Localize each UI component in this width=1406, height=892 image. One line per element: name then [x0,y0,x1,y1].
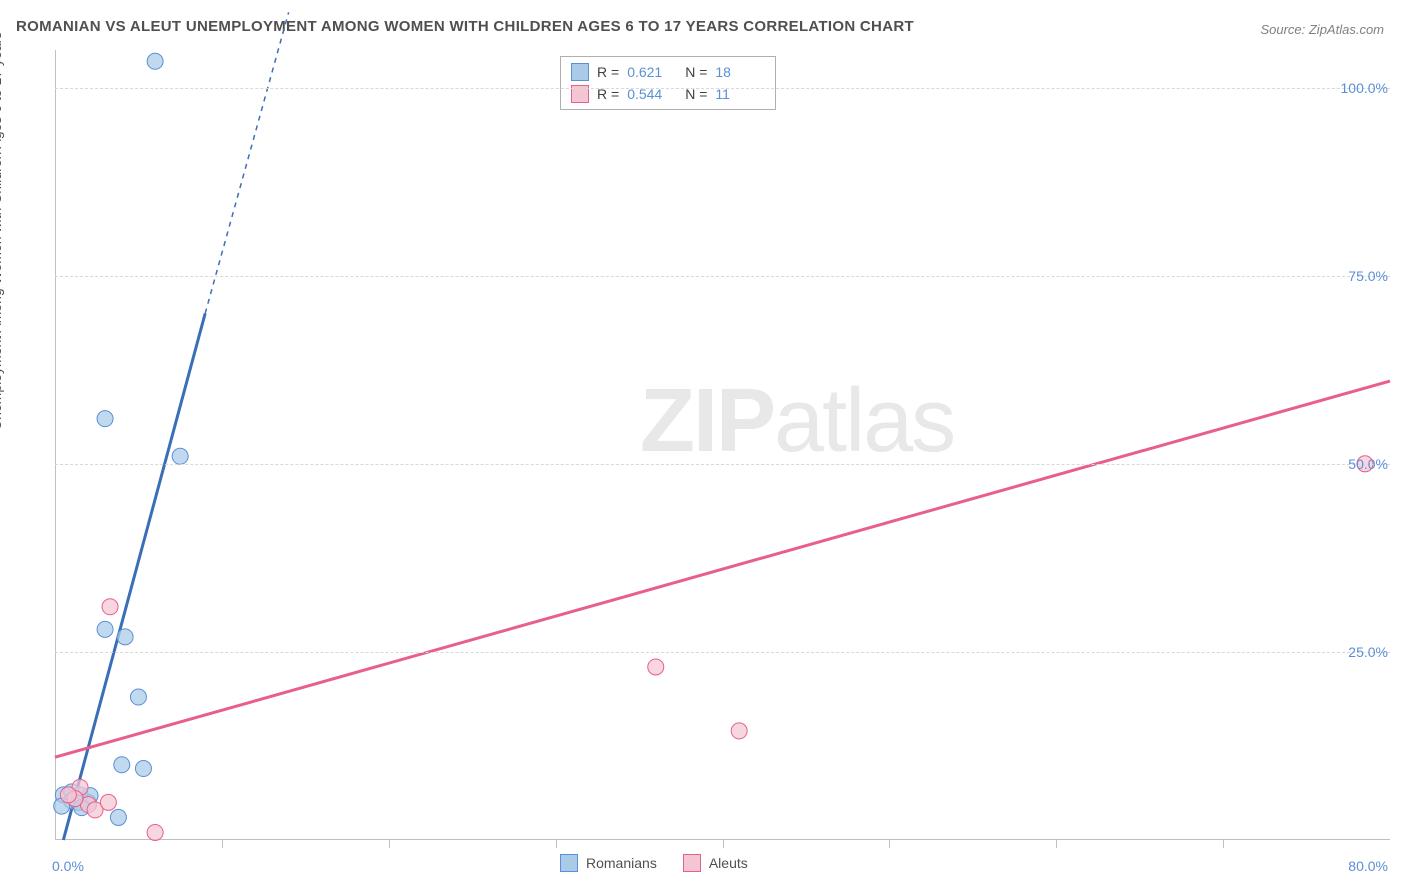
gridline-horizontal [55,276,1390,277]
legend-series: Romanians Aleuts [560,854,748,872]
data-point [130,689,146,705]
legend-correlation: R = 0.621 N = 18 R =0.544N =11 [560,56,776,110]
legend-series-label: Aleuts [709,855,748,871]
data-point [147,824,163,840]
x-tick-mark [222,840,223,848]
data-point [731,723,747,739]
data-point [147,53,163,69]
trend-line [55,381,1390,757]
data-point [114,757,130,773]
legend-r-value: 0.621 [627,64,677,80]
legend-series-item: Romanians [560,854,657,872]
legend-n-value: 18 [715,64,765,80]
legend-correlation-row: R = 0.621 N = 18 [571,61,765,83]
x-tick-mark [723,840,724,848]
trend-line-extrapolated [205,12,288,313]
legend-n-label: N = [685,64,707,80]
data-point [100,794,116,810]
y-tick-label: 25.0% [1348,644,1388,660]
legend-r-label: R = [597,64,619,80]
x-tick-label: 80.0% [1348,858,1388,874]
x-tick-mark [889,840,890,848]
chart-container: ROMANIAN VS ALEUT UNEMPLOYMENT AMONG WOM… [0,0,1406,892]
y-tick-label: 100.0% [1341,80,1388,96]
data-point [117,629,133,645]
legend-series-item: Aleuts [683,854,748,872]
x-tick-mark [1056,840,1057,848]
data-point [172,448,188,464]
data-point [97,411,113,427]
data-point [648,659,664,675]
y-tick-label: 50.0% [1348,456,1388,472]
x-tick-mark [389,840,390,848]
gridline-horizontal [55,464,1390,465]
x-tick-mark [556,840,557,848]
plot-svg [55,50,1390,840]
chart-title: ROMANIAN VS ALEUT UNEMPLOYMENT AMONG WOM… [16,18,914,35]
data-point [110,809,126,825]
y-axis-label: Unemployment Among Women with Children A… [0,32,4,430]
gridline-horizontal [55,652,1390,653]
data-point [102,599,118,615]
data-point [135,761,151,777]
legend-swatch [683,854,701,872]
legend-swatch [571,63,589,81]
x-origin-label: 0.0% [52,858,84,874]
data-point [60,787,76,803]
legend-correlation-row: R =0.544N =11 [571,83,765,105]
trend-line [63,313,205,840]
data-point [97,621,113,637]
y-tick-label: 75.0% [1348,268,1388,284]
legend-series-label: Romanians [586,855,657,871]
source-credit: Source: ZipAtlas.com [1260,22,1384,37]
legend-swatch [560,854,578,872]
gridline-horizontal [55,88,1390,89]
x-tick-mark [1223,840,1224,848]
